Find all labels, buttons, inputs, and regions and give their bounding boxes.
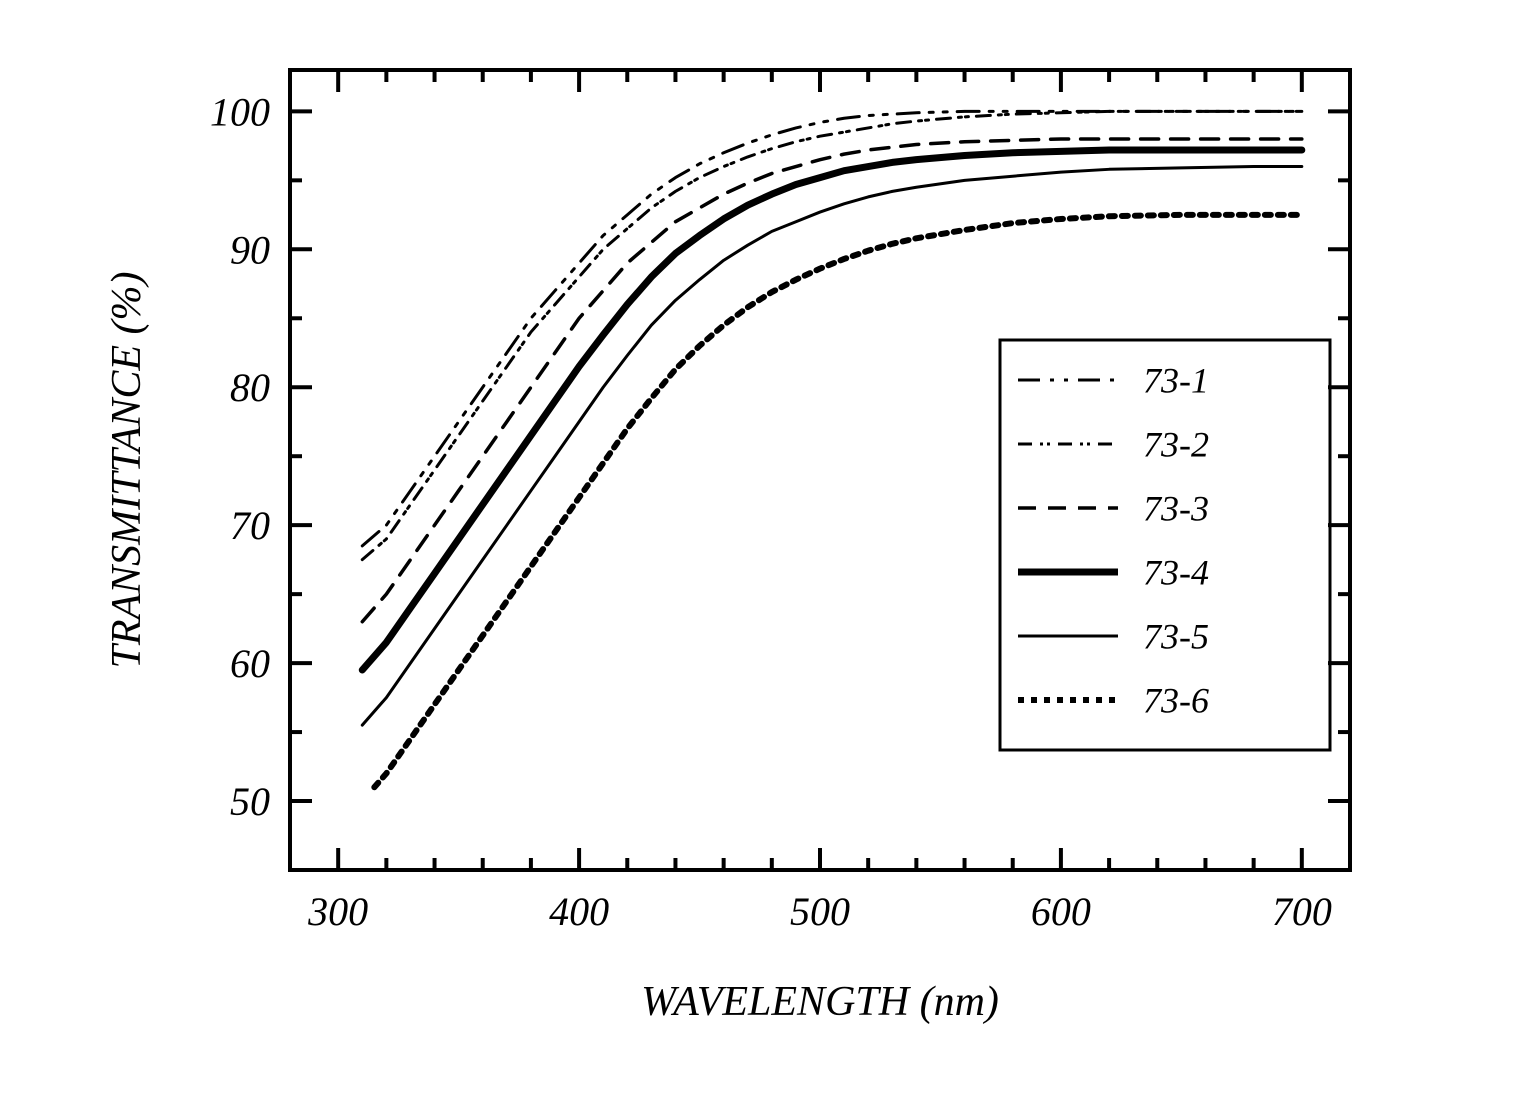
x-tick-label: 500	[790, 889, 850, 934]
legend-label-73-5: 73-5	[1143, 617, 1209, 657]
y-tick-label: 70	[230, 503, 270, 548]
y-axis-label: TRANSMITTANCE (%)	[104, 271, 150, 668]
legend-label-73-2: 73-2	[1143, 425, 1209, 465]
y-tick-label: 50	[230, 779, 270, 824]
x-axis-label: WAVELENGTH (nm)	[641, 979, 999, 1025]
legend-label-73-1: 73-1	[1143, 361, 1209, 401]
legend-label-73-4: 73-4	[1143, 553, 1209, 593]
y-tick-label: 80	[230, 365, 270, 410]
x-tick-label: 600	[1031, 889, 1091, 934]
legend-label-73-3: 73-3	[1143, 489, 1209, 529]
x-tick-label: 400	[549, 889, 609, 934]
y-tick-label: 60	[230, 641, 270, 686]
x-tick-label: 300	[307, 889, 368, 934]
y-tick-label: 100	[210, 89, 270, 134]
legend-label-73-6: 73-6	[1143, 681, 1209, 721]
y-tick-label: 90	[230, 227, 270, 272]
x-tick-label: 700	[1272, 889, 1332, 934]
transmittance-chart: 73-1 73-2 73-3 73-4 73-5 73-6 300 400 500 600 700 5…	[0, 0, 1531, 1105]
